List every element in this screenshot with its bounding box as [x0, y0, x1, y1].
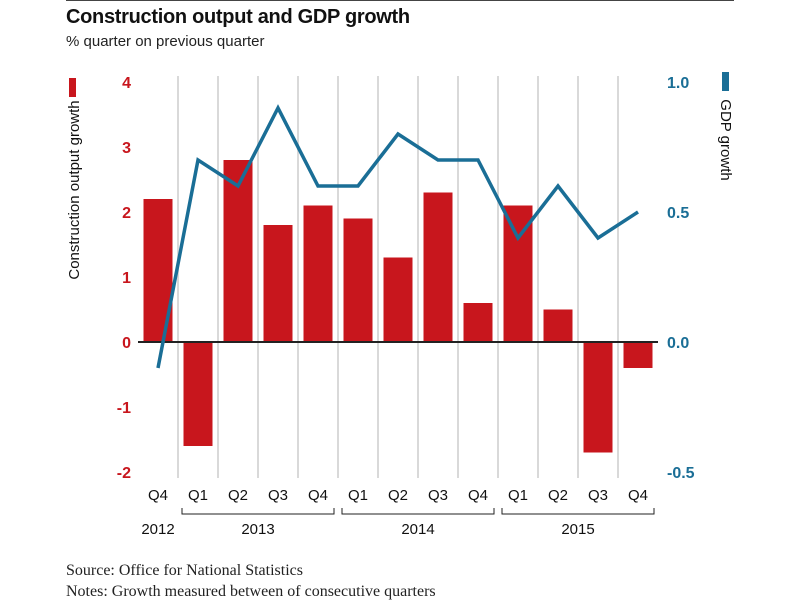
y-tick-label: -1: [117, 400, 131, 417]
year-label: 2015: [561, 521, 594, 538]
x-tick-label: Q4: [628, 487, 648, 504]
bar: [463, 303, 493, 342]
bar: [543, 309, 573, 342]
gdp-line: [156, 104, 639, 369]
y2-tick-label: 0.0: [667, 335, 689, 352]
x-tick-label: Q2: [228, 487, 248, 504]
x-tick-label: Q4: [308, 487, 328, 504]
y2-tick-label: -0.5: [667, 465, 695, 482]
x-tick-label: Q3: [428, 487, 448, 504]
y-tick-label: 2: [122, 205, 131, 222]
x-tick-label: Q1: [348, 487, 368, 504]
y2-tick-label: 0.5: [667, 205, 689, 222]
y-tick-label: 3: [122, 140, 131, 157]
x-tick-label: Q1: [188, 487, 208, 504]
year-bracket: [501, 508, 655, 515]
x-tick-label: Q2: [388, 487, 408, 504]
y-tick-label: -2: [117, 465, 131, 482]
bar: [343, 218, 373, 342]
bar: [583, 342, 613, 453]
bar: [263, 225, 293, 342]
year-bracket: [181, 508, 335, 515]
y2-tick-label: 1.0: [667, 75, 689, 92]
bar: [383, 257, 413, 342]
bar: [223, 160, 253, 342]
x-tick-label: Q4: [148, 487, 168, 504]
y2-axis-label: GDP growth: [717, 99, 734, 180]
top-rule: [66, 0, 734, 1]
source-note: Source: Office for National Statistics: [66, 562, 303, 579]
bar: [423, 192, 453, 342]
y-tick-label: 4: [122, 75, 131, 92]
year-bracket: [341, 508, 495, 515]
chart-subtitle: % quarter on previous quarter: [66, 33, 265, 50]
bar: [303, 205, 333, 342]
x-tick-label: Q3: [588, 487, 608, 504]
year-label: 2013: [241, 521, 274, 538]
notes-text: Notes: Growth measured between of consec…: [66, 583, 436, 600]
bar-legend-swatch: [69, 78, 76, 97]
bar: [183, 342, 213, 446]
x-tick-label: Q3: [268, 487, 288, 504]
x-tick-label: Q1: [508, 487, 528, 504]
y-axis-label: Construction output growth: [66, 100, 83, 279]
y-tick-label: 0: [122, 335, 131, 352]
year-label: 2012: [141, 521, 174, 538]
year-label: 2014: [401, 521, 434, 538]
chart-title: Construction output and GDP growth: [66, 6, 410, 28]
line-legend-swatch: [722, 72, 729, 91]
x-tick-label: Q4: [468, 487, 488, 504]
bar: [623, 342, 653, 368]
y-tick-label: 1: [122, 270, 131, 287]
x-tick-label: Q2: [548, 487, 568, 504]
